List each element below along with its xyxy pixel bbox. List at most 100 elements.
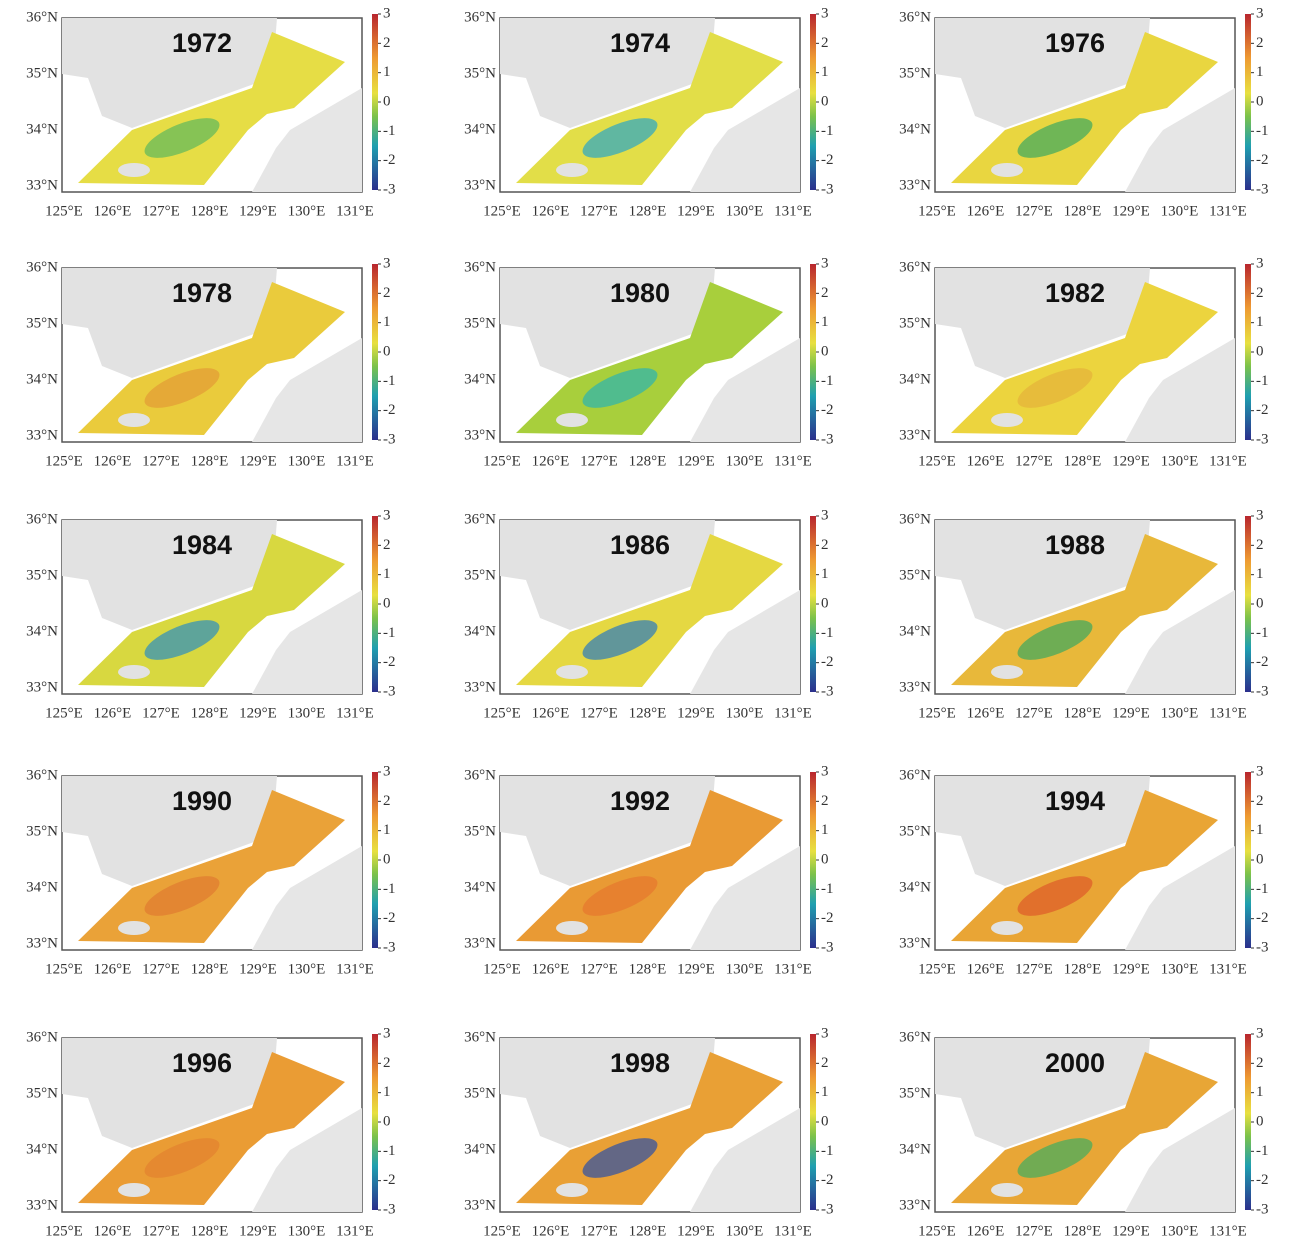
colorbar-label: 1 [821, 1084, 829, 1100]
colorbar-label: -3 [1256, 1201, 1269, 1217]
colorbar-label: -1 [821, 881, 834, 897]
island [118, 665, 150, 679]
land [690, 1108, 800, 1212]
colorbar-label: 0 [1256, 595, 1264, 611]
land [62, 268, 277, 378]
land [500, 776, 715, 886]
colorbar [372, 264, 378, 440]
anomaly-patch [144, 620, 220, 660]
lat-label: 35°N [26, 1085, 58, 1101]
colorbar-label: -2 [821, 1172, 834, 1188]
colorbar-label: 2 [821, 285, 829, 301]
land [935, 18, 1150, 128]
lat-label: 36°N [464, 259, 496, 275]
lon-label: 127°E [1015, 1223, 1053, 1239]
lon-label: 125°E [483, 961, 521, 977]
land [252, 846, 362, 950]
colorbar-label: -1 [383, 123, 396, 139]
colorbar-label: -3 [1256, 939, 1269, 955]
colorbar [372, 516, 378, 692]
colorbar-label: -1 [383, 625, 396, 641]
lat-label: 36°N [26, 259, 58, 275]
lat-label: 33°N [26, 1197, 58, 1213]
lon-label: 129°E [1112, 453, 1150, 469]
colorbar-label: -3 [1256, 181, 1269, 197]
land [935, 268, 1150, 378]
panel-title: 1974 [610, 28, 670, 58]
island [991, 665, 1023, 679]
colorbar-label: 2 [1256, 537, 1264, 553]
survey-area [78, 282, 345, 435]
colorbar-label: -1 [1256, 373, 1269, 389]
colorbar [810, 772, 816, 948]
lon-label: 126°E [94, 1223, 132, 1239]
lon-label: 126°E [532, 203, 570, 219]
panel-title: 1990 [172, 786, 232, 816]
lat-label: 33°N [26, 427, 58, 443]
lon-label: 128°E [1064, 961, 1102, 977]
colorbar-label: 0 [821, 851, 829, 867]
colorbar-label: -3 [1256, 683, 1269, 699]
land [690, 590, 800, 694]
colorbar-label: 0 [821, 93, 829, 109]
colorbar-label: 1 [383, 1084, 391, 1100]
lat-label: 34°N [26, 623, 58, 639]
lon-label: 130°E [1161, 203, 1199, 219]
island [556, 1183, 588, 1197]
lat-label: 35°N [899, 567, 931, 583]
survey-area [78, 32, 345, 185]
lat-label: 33°N [899, 935, 931, 951]
colorbar-label: 3 [821, 507, 829, 523]
lon-label: 128°E [1064, 1223, 1102, 1239]
lat-label: 35°N [464, 315, 496, 331]
survey-area [516, 1052, 783, 1205]
lon-label: 128°E [629, 453, 667, 469]
land [690, 338, 800, 442]
anomaly-patch [1017, 876, 1093, 916]
colorbar-label: -1 [821, 1143, 834, 1159]
lat-label: 36°N [899, 767, 931, 783]
lon-label: 127°E [580, 453, 618, 469]
panel-title: 1972 [172, 28, 232, 58]
lon-label: 127°E [1015, 961, 1053, 977]
colorbar-label: 3 [821, 1025, 829, 1041]
colorbar-label: -2 [383, 1172, 396, 1188]
colorbar-label: 1 [821, 822, 829, 838]
lon-label: 130°E [726, 961, 764, 977]
land [500, 520, 715, 630]
colorbar-label: 2 [821, 35, 829, 51]
lon-label: 131°E [336, 705, 374, 721]
colorbar-label: -3 [383, 683, 396, 699]
island [991, 163, 1023, 177]
lon-label: 130°E [288, 203, 326, 219]
colorbar-label: 2 [383, 1055, 391, 1071]
lon-label: 131°E [1209, 1223, 1247, 1239]
anomaly-patch [1017, 368, 1093, 408]
lat-label: 36°N [899, 1029, 931, 1045]
lon-label: 130°E [288, 453, 326, 469]
colorbar-label: -3 [383, 181, 396, 197]
colorbar-label: -2 [1256, 1172, 1269, 1188]
lon-label: 128°E [191, 705, 229, 721]
island [118, 921, 150, 935]
lat-label: 35°N [464, 1085, 496, 1101]
lon-label: 128°E [629, 203, 667, 219]
survey-area [78, 790, 345, 943]
colorbar-label: -3 [821, 683, 834, 699]
lon-label: 127°E [580, 203, 618, 219]
island [118, 1183, 150, 1197]
land [1125, 846, 1235, 950]
island [556, 413, 588, 427]
lat-label: 33°N [899, 679, 931, 695]
land [252, 1108, 362, 1212]
lon-label: 126°E [532, 1223, 570, 1239]
colorbar [1245, 1034, 1251, 1210]
colorbar-label: 1 [1256, 64, 1264, 80]
colorbar [1245, 772, 1251, 948]
panel-title: 1992 [610, 786, 670, 816]
lon-label: 129°E [677, 961, 715, 977]
lat-label: 33°N [899, 1197, 931, 1213]
land [62, 18, 277, 128]
map-panel: 1982 36°N 35°N 34°N 33°N 125°E 126°E 127°E 128°E… [899, 255, 1268, 469]
survey-area [951, 282, 1218, 435]
